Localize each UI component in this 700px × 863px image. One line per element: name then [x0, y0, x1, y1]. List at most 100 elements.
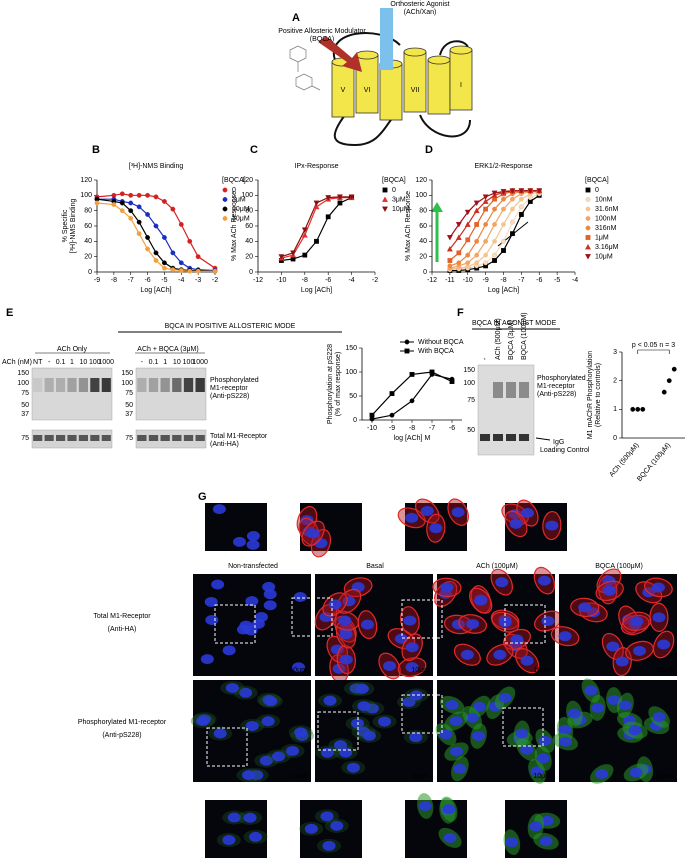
legend-label: 0 [595, 187, 599, 194]
y-axis-label: % Max ACh Response [405, 191, 412, 261]
chemical-structure [289, 45, 321, 91]
x-axis-label: Log [ACh] [488, 287, 519, 294]
inset-box [401, 599, 443, 639]
lane-label: 1 [70, 359, 74, 366]
point [336, 194, 343, 200]
mw-label: 75 [467, 397, 475, 404]
point [195, 254, 201, 260]
panel-label: F [457, 307, 464, 319]
nucleus [200, 654, 214, 665]
nucleus [652, 612, 666, 623]
x-tick-label: -8 [111, 277, 117, 284]
nucleus [439, 729, 453, 740]
lane-label: - [482, 357, 489, 360]
x-tick-label: -9 [389, 425, 395, 432]
x-tick-label: -6 [449, 425, 455, 432]
point [222, 216, 228, 221]
point [369, 412, 375, 418]
legend-label: 100nM [595, 215, 617, 222]
point [302, 252, 308, 258]
nucleus [607, 695, 621, 706]
nucleus [615, 656, 629, 667]
nucleus [498, 617, 512, 628]
point [145, 246, 150, 252]
band [67, 435, 77, 441]
point [348, 194, 355, 200]
nucleus [262, 581, 276, 592]
nucleus [498, 692, 512, 703]
x-tick-label: -5 [554, 277, 560, 284]
y-tick-label: 60 [245, 223, 253, 230]
nucleus [294, 727, 308, 738]
point [518, 188, 525, 194]
point [483, 238, 489, 244]
point [501, 196, 506, 202]
point [455, 234, 462, 240]
point [510, 196, 515, 202]
point [492, 206, 497, 212]
y-tick-label: 80 [245, 208, 253, 215]
nucleus [651, 582, 665, 593]
nucleus [236, 624, 250, 635]
x-tick-label: -5 [161, 277, 167, 284]
point [492, 238, 497, 244]
mw-label: 75 [21, 390, 29, 397]
point [290, 250, 297, 256]
nucleus [509, 518, 523, 529]
point [482, 194, 489, 200]
nucleus [449, 746, 463, 757]
inset-box [214, 604, 256, 644]
y-tick-label: 80 [84, 208, 92, 215]
helix-top [427, 55, 451, 65]
blot [135, 367, 207, 421]
band [480, 434, 490, 441]
nucleus [541, 616, 555, 627]
y-tick-label: 2 [613, 378, 617, 385]
point [456, 260, 462, 266]
helix [403, 51, 427, 113]
point [429, 369, 435, 375]
legend-label: Without BQCA [418, 339, 464, 346]
micrograph [193, 680, 311, 782]
blot-label: (Anti-pS228) [210, 393, 249, 400]
point [455, 222, 462, 228]
point [585, 197, 591, 202]
point [510, 231, 515, 237]
point [162, 235, 167, 240]
lane-label: 0.1 [149, 359, 159, 366]
agonist-label: Orthosteric Agonist [390, 1, 449, 8]
point [301, 232, 308, 238]
band [195, 435, 205, 441]
y-tick-label: 20 [245, 254, 253, 261]
y-tick-label: 100 [241, 192, 253, 199]
legend-label: 31.6nM [595, 206, 619, 213]
band [101, 435, 111, 441]
point [382, 206, 388, 213]
nucleus [584, 685, 598, 696]
point [212, 268, 218, 274]
band [506, 434, 516, 441]
point [162, 265, 167, 271]
nucleus [286, 745, 300, 756]
nucleus [460, 649, 474, 660]
y-tick-label: 0 [88, 269, 92, 276]
band [195, 378, 205, 392]
legend-label: 3μM [232, 196, 246, 203]
point [119, 191, 125, 197]
x-axis-label: Log [ACh] [301, 287, 332, 294]
band [33, 435, 43, 441]
blot-label: Loading Control [540, 447, 590, 454]
modulator-label: (BQCA) [310, 36, 335, 43]
x-tick-label: -9 [94, 277, 100, 284]
lane-label: 100 [183, 359, 195, 366]
point [510, 219, 515, 225]
x-tick-label: -3 [195, 277, 201, 284]
nucleus [314, 538, 328, 549]
point [473, 200, 480, 207]
nucleus [578, 602, 592, 613]
point [128, 208, 134, 214]
scale-bar-label: 10μm [533, 667, 551, 674]
nucleus [567, 708, 581, 719]
nucleus [520, 744, 534, 755]
nucleus [536, 753, 550, 764]
